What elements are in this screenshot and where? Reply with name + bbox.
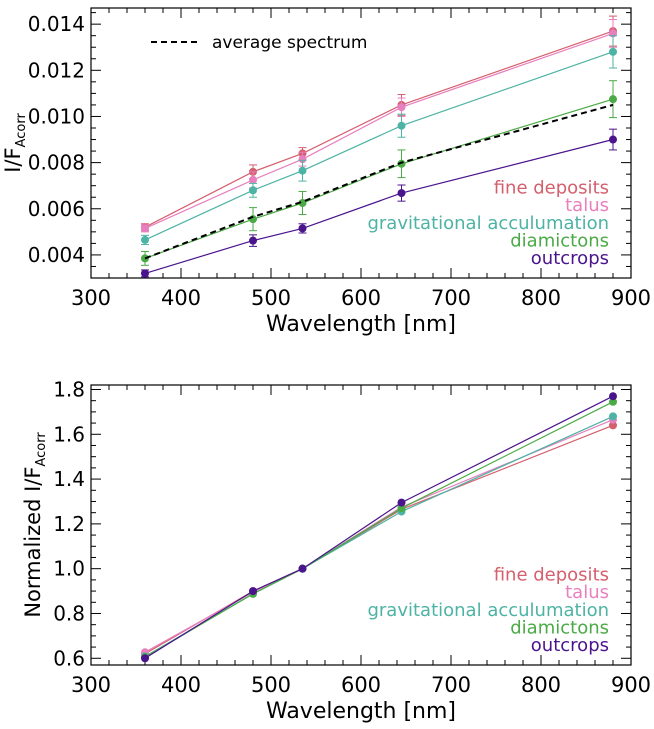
y-tick-label: 0.6 <box>53 646 85 670</box>
data-point <box>397 189 406 198</box>
y-tick-label: 1.2 <box>53 512 85 536</box>
x-tick-label: 400 <box>161 286 201 310</box>
legend-entry: gravitational acculumation <box>367 213 609 234</box>
legend-entry: talus <box>565 582 609 603</box>
x-tick-label: 800 <box>521 673 561 697</box>
data-point <box>298 155 307 164</box>
data-point <box>397 498 406 507</box>
data-point <box>298 199 307 207</box>
data-point <box>609 397 617 406</box>
data-point <box>141 235 149 244</box>
x-tick-label: 900 <box>611 673 651 697</box>
legend-average-label: average spectrum <box>212 33 367 53</box>
data-point <box>609 47 617 56</box>
data-point <box>249 186 257 195</box>
data-point <box>249 236 257 245</box>
y-tick-label: 0.008 <box>28 151 85 175</box>
data-point <box>609 135 617 144</box>
x-tick-label: 700 <box>431 286 471 310</box>
data-point <box>141 269 149 278</box>
data-point <box>141 224 149 233</box>
y-tick-label: 1.0 <box>53 557 85 581</box>
y-tick-label: 1.4 <box>53 467 85 491</box>
series-line <box>144 51 614 241</box>
data-point <box>397 121 406 130</box>
y-axis-label-main: Normalized I/F <box>21 467 45 618</box>
x-tick-label: 300 <box>71 673 111 697</box>
x-axis-label: Wavelength [nm] <box>266 699 456 724</box>
y-tick-label: 1.6 <box>53 422 85 446</box>
plot-area <box>141 392 617 663</box>
x-tick-label: 300 <box>71 286 111 310</box>
x-tick-label: 500 <box>251 673 291 697</box>
legend-entry: diamictons <box>510 617 609 638</box>
y-tick-label: 0.010 <box>28 104 85 128</box>
x-axis-label: Wavelength [nm] <box>266 312 456 337</box>
y-tick-label: 0.012 <box>28 58 85 82</box>
chart-1: 300 400 500 600 700 800 900 0.004 0.006 0.008 0.01… <box>1 7 651 337</box>
data-point <box>298 166 307 175</box>
y-axis-label-subscript: Acorr <box>14 113 29 148</box>
data-point <box>249 587 257 596</box>
plot-area <box>141 15 617 278</box>
series-line <box>144 32 614 229</box>
y-tick-label: 0.006 <box>28 197 85 221</box>
legend-entry: outcrops <box>531 635 609 656</box>
data-point <box>609 392 617 401</box>
y-axis-label: I/FAcorr <box>1 113 29 173</box>
data-point <box>609 412 617 421</box>
y-tick-label: 0.014 <box>28 12 85 36</box>
data-point <box>397 159 406 168</box>
x-tick-label: 900 <box>611 286 651 310</box>
series-diamictons <box>141 80 617 266</box>
y-axis-label-subscript: Acorr <box>34 432 49 467</box>
y-tick-label: 0.8 <box>53 601 85 625</box>
x-tick-label: 600 <box>341 673 381 697</box>
series-outcrops <box>141 128 617 278</box>
y-tick-label: 1.8 <box>53 377 85 401</box>
legend-entry: fine deposits <box>494 565 609 586</box>
data-point <box>141 654 149 663</box>
legend-entry: talus <box>565 195 609 216</box>
data-point <box>609 95 617 104</box>
x-tick-label: 800 <box>521 286 561 310</box>
y-axis-label-main: I/F <box>1 147 25 172</box>
data-point <box>397 504 406 513</box>
chart-2: 300 400 500 600 700 800 900 0.6 0.8 1.0 1.2 1.4 1.6 1… <box>21 377 651 724</box>
legend-entry: diamictons <box>510 230 609 251</box>
legend-entry: gravitational acculumation <box>367 600 609 621</box>
data-point <box>397 103 406 112</box>
y-tick-label: 0.004 <box>28 243 85 267</box>
legend-entry: fine deposits <box>494 178 609 199</box>
x-tick-label: 600 <box>341 286 381 310</box>
series-gravitational-acculumation <box>141 35 617 246</box>
x-tick-label: 400 <box>161 673 201 697</box>
legend-entry: outcrops <box>531 248 609 269</box>
data-point <box>298 224 307 233</box>
data-point <box>298 564 307 573</box>
y-axis-label: Normalized I/FAcorr <box>21 432 49 618</box>
x-tick-label: 500 <box>251 286 291 310</box>
x-tick-label: 700 <box>431 673 471 697</box>
data-point <box>609 421 617 430</box>
series-outcrops <box>141 392 617 663</box>
data-point <box>249 175 257 184</box>
